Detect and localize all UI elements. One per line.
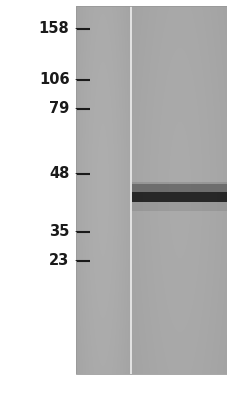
- Text: 23: 23: [49, 253, 69, 268]
- Text: —: —: [74, 168, 87, 180]
- Bar: [131, 192, 227, 211]
- Bar: [131, 182, 227, 202]
- Text: —: —: [74, 254, 87, 267]
- Text: —: —: [74, 74, 87, 86]
- Text: —: —: [74, 102, 87, 115]
- Bar: [131, 192, 227, 202]
- Text: 158: 158: [39, 21, 69, 36]
- Text: —: —: [74, 22, 87, 35]
- Text: 48: 48: [49, 166, 69, 182]
- Bar: [131, 184, 227, 192]
- Text: 106: 106: [39, 72, 69, 88]
- Text: 35: 35: [49, 224, 69, 240]
- Text: 79: 79: [49, 101, 69, 116]
- Text: —: —: [74, 226, 87, 238]
- Bar: [76, 6, 227, 374]
